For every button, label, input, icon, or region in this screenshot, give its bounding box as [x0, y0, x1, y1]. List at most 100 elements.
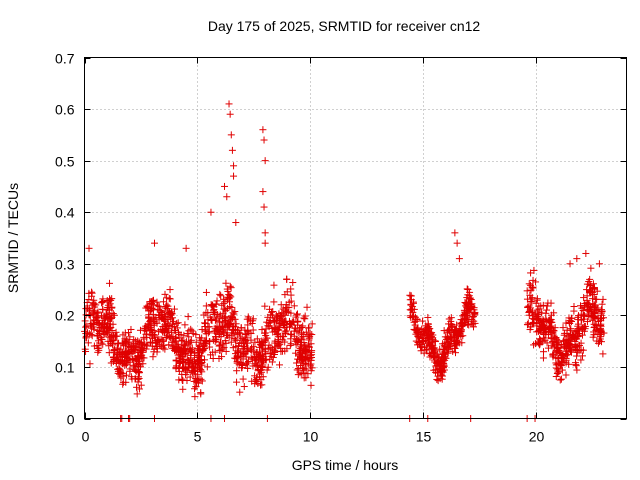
data-point: [424, 326, 432, 334]
data-point: [212, 329, 220, 337]
data-point: [279, 322, 287, 330]
data-point: [202, 340, 210, 348]
data-point: [308, 320, 316, 328]
data-point: [146, 298, 154, 306]
data-point: [471, 309, 479, 317]
data-point: [206, 343, 214, 351]
data-point: [572, 335, 580, 343]
data-point: [88, 289, 96, 297]
data-point: [256, 370, 264, 378]
y-axis-label: SRMTID / TECUs: [5, 183, 21, 293]
data-point: [264, 344, 272, 352]
data-point: [286, 341, 294, 349]
data-point: [106, 279, 114, 287]
data-point: [594, 306, 602, 314]
data-point: [231, 323, 239, 331]
grid: [84, 57, 627, 419]
data-point: [197, 375, 205, 383]
data-point: [122, 378, 130, 386]
data-point: [583, 292, 591, 300]
data-point: [257, 340, 265, 348]
data-point: [236, 388, 244, 396]
data-point: [470, 304, 478, 312]
data-point: [552, 373, 560, 381]
data-point: [294, 371, 302, 379]
data-point: [184, 313, 192, 321]
data-point: [275, 361, 283, 369]
data-point: [106, 295, 114, 303]
data-point: [123, 359, 131, 367]
data-point: [574, 313, 582, 321]
data-point: [543, 302, 551, 310]
data-point: [98, 299, 106, 307]
data-point: [211, 335, 219, 343]
data-point: [282, 317, 290, 325]
data-point: [232, 219, 240, 227]
data-point: [179, 342, 187, 350]
data-point: [169, 320, 177, 328]
data-point: [549, 350, 557, 358]
data-point: [524, 321, 532, 329]
data-point: [219, 340, 227, 348]
data-point: [226, 315, 234, 323]
data-point: [198, 334, 206, 342]
data-point: [542, 309, 550, 317]
data-point: [268, 311, 276, 319]
data-point: [534, 314, 542, 322]
data-point: [415, 339, 423, 347]
data-point: [307, 367, 315, 375]
data-point: [535, 339, 543, 347]
data-point: [153, 298, 161, 306]
data-point: [117, 356, 125, 364]
data-point: [597, 338, 605, 346]
data-point: [448, 321, 456, 329]
data-point: [288, 318, 296, 326]
data-point: [161, 307, 169, 315]
data-point: [110, 311, 118, 319]
data-point: [409, 299, 417, 307]
data-point: [549, 328, 557, 336]
data-point: [244, 364, 252, 372]
data-point: [292, 324, 300, 332]
data-point: [198, 326, 206, 334]
data-point: [304, 331, 312, 339]
data-point: [270, 281, 278, 289]
data-point: [557, 340, 565, 348]
data-point: [237, 324, 245, 332]
data-point: [301, 343, 309, 351]
data-point: [525, 302, 533, 310]
data-point: [283, 308, 291, 316]
data-point: [247, 336, 255, 344]
data-point: [90, 316, 98, 324]
data-point: [207, 208, 215, 216]
data-point: [82, 323, 90, 331]
data-point: [180, 356, 188, 364]
data-point: [175, 376, 183, 384]
data-point: [590, 284, 598, 292]
data-point: [455, 255, 463, 263]
data-point: [577, 346, 585, 354]
data-point: [258, 362, 266, 370]
data-point: [108, 331, 116, 339]
data-point: [589, 316, 597, 324]
data-point: [165, 325, 173, 333]
data-point: [240, 383, 248, 391]
data-point: [213, 297, 221, 305]
data-point: [109, 310, 117, 318]
data-point: [143, 334, 151, 342]
data-point: [93, 332, 101, 340]
data-point: [129, 341, 137, 349]
data-point: [211, 348, 219, 356]
data-point: [290, 332, 298, 340]
data-point: [84, 339, 92, 347]
data-point: [129, 347, 137, 355]
data-point: [564, 340, 572, 348]
data-point: [451, 229, 459, 237]
data-point: [178, 353, 186, 361]
data-point: [273, 313, 281, 321]
data-point: [282, 327, 290, 335]
data-point: [555, 337, 563, 345]
data-point: [155, 311, 163, 319]
data-point: [307, 381, 315, 389]
data-point: [263, 334, 271, 342]
